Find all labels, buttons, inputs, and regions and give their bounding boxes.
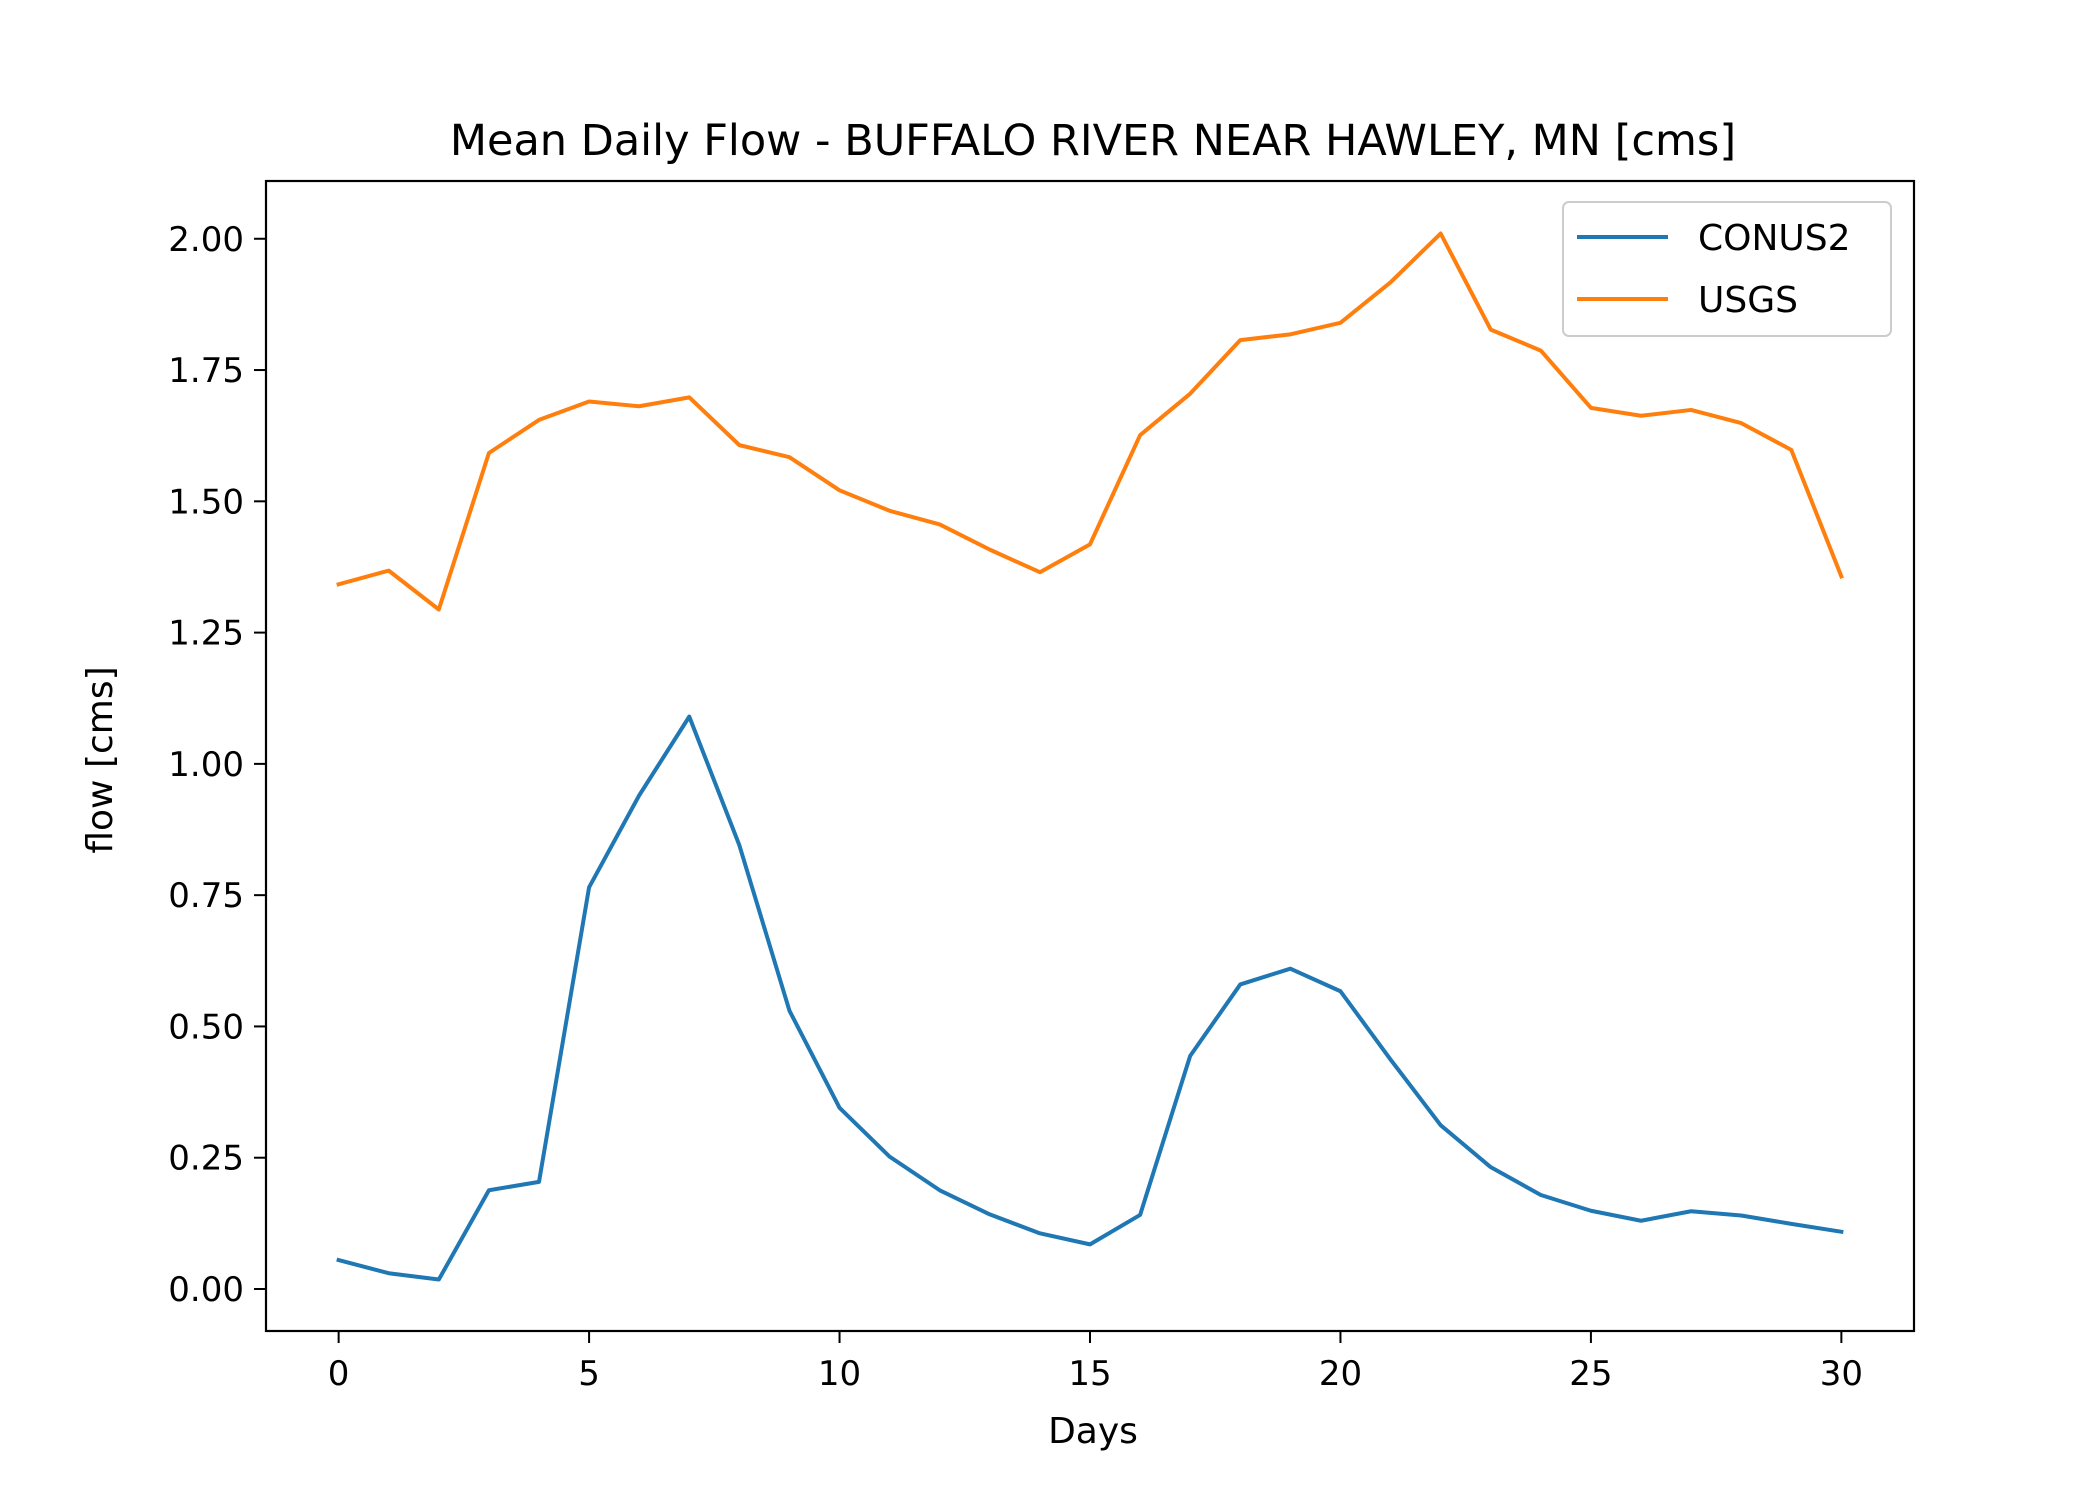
x-tick-label: 25 [1569,1354,1612,1394]
y-tick-label: 0.00 [168,1270,244,1310]
x-tick-label: 30 [1820,1354,1863,1394]
legend-entry: USGS [1698,280,1798,321]
legend-entry: CONUS2 [1698,218,1851,259]
y-tick-label: 1.50 [168,482,244,522]
x-tick-label: 20 [1319,1354,1362,1394]
y-tick-label: 1.25 [168,614,244,654]
legend: CONUS2 USGS [1562,201,1892,337]
plot-area: 0 5 10 15 20 25 30 0.00 0.25 0.50 0.75 1.00 1.25 1.50… [168,179,1916,1394]
x-axis-label: Days [1048,1411,1138,1452]
y-tick-label: 1.75 [168,351,244,391]
y-tick-label: 0.25 [168,1139,244,1179]
y-axis-label: flow [cms] [80,666,121,853]
series-line-conus2 [336,714,1844,1282]
y-tick-label: 0.75 [168,876,244,916]
x-tick-label: 10 [818,1354,861,1394]
series-line-usgs [336,231,1844,612]
y-tick-label: 2.00 [168,220,244,260]
x-tick-label: 15 [1068,1354,1111,1394]
y-tick-label: 0.50 [168,1007,244,1047]
y-tick-label: 1.00 [168,745,244,785]
x-tick-label: 0 [328,1354,350,1394]
chart-title: Mean Daily Flow - BUFFALO RIVER NEAR HAW… [450,116,1736,166]
x-tick-label: 5 [578,1354,600,1394]
